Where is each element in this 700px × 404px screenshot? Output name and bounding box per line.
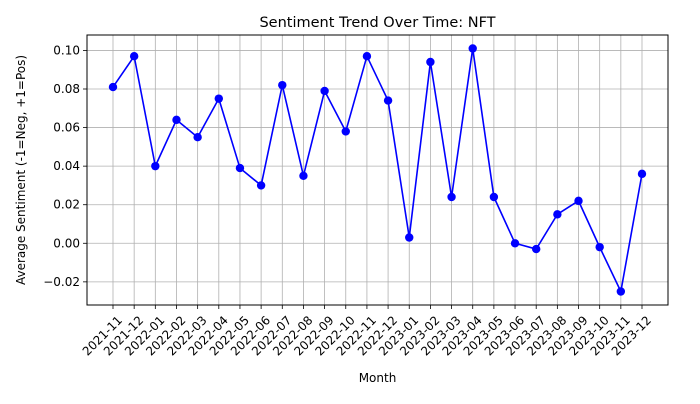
data-point — [235, 163, 245, 173]
data-point — [341, 127, 350, 136]
series-layer — [108, 44, 647, 296]
data-point — [553, 210, 562, 219]
data-point — [532, 244, 541, 254]
data-point — [574, 196, 583, 206]
data-point — [510, 239, 520, 248]
data-point — [299, 171, 308, 180]
y-tick-label: 0.06 — [53, 121, 80, 135]
data-point — [426, 57, 435, 67]
y-tick-label: −0.02 — [43, 275, 80, 289]
data-point — [362, 52, 372, 61]
data-point — [405, 233, 414, 242]
y-tick-label: 0.10 — [53, 43, 80, 57]
plot-frame — [86, 34, 669, 306]
x-axis-label: Month — [359, 371, 397, 385]
y-tick-label: 0.00 — [53, 236, 80, 250]
data-point — [172, 115, 181, 125]
data-point — [193, 133, 202, 142]
y-axis-label: Average Sentiment (-1=Neg, +1=Pos) — [14, 55, 28, 285]
data-point — [278, 80, 287, 90]
data-point — [383, 96, 393, 105]
data-point — [129, 52, 139, 61]
data-point — [616, 287, 626, 296]
data-point — [256, 181, 266, 190]
data-point — [214, 94, 223, 103]
data-point — [447, 192, 456, 202]
data-point — [468, 44, 477, 53]
data-point — [489, 192, 499, 202]
data-point — [108, 82, 118, 92]
y-tick-label: 0.04 — [53, 159, 80, 173]
chart-title: Sentiment Trend Over Time: NFT — [259, 15, 495, 31]
y-tick-label: 0.08 — [53, 82, 80, 96]
y-tick-label: 0.02 — [53, 198, 80, 212]
data-point — [595, 242, 604, 252]
data-point — [151, 161, 160, 171]
ticks-layer: 2021-112021-122022-012022-022022-032022-… — [43, 43, 654, 358]
data-point — [320, 86, 329, 96]
series-line — [112, 47, 643, 293]
data-point — [637, 169, 647, 179]
grid-layer — [87, 35, 668, 305]
